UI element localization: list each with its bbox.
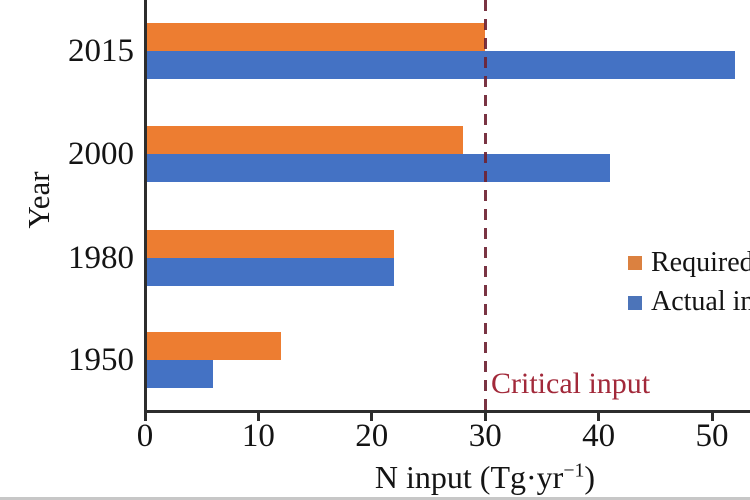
bar-actual-input-1980 [147, 257, 394, 286]
x-tick-label-20: 20 [355, 418, 389, 454]
bar-actual-input-1950 [147, 359, 213, 388]
legend-swatch-actual-input [628, 296, 642, 310]
x-axis-title-exponent: −1 [563, 459, 585, 482]
x-tick-50 [710, 411, 714, 421]
image-bottom-edge-artifact [0, 497, 750, 500]
bar-actual-input-2015 [147, 50, 735, 79]
x-tick-30 [483, 411, 487, 421]
bar-required-input-1950 [147, 331, 281, 360]
x-tick-label-30: 30 [468, 418, 502, 454]
x-tick-10 [256, 411, 260, 421]
x-tick-0 [143, 411, 147, 421]
x-axis-title-main: N input (Tg·yr [374, 459, 564, 495]
x-tick-20 [370, 411, 374, 421]
x-tick-label-0: 0 [136, 418, 154, 454]
critical-input-dashed-line [483, 0, 487, 411]
bar-required-input-1980 [147, 229, 394, 258]
bar-required-input-2000 [147, 125, 463, 154]
x-tick-label-40: 40 [582, 418, 616, 454]
bar-required-input-2015 [147, 22, 485, 51]
x-axis-title-close: ) [584, 459, 596, 495]
x-axis-title: N input (Tg·yr−1) [285, 456, 685, 498]
legend-swatch-required-input [628, 256, 642, 270]
x-tick-label-50: 50 [695, 418, 729, 454]
x-tick-label-10: 10 [241, 418, 275, 454]
bar-actual-input-2000 [147, 153, 610, 182]
critical-input-label: Critical input [491, 367, 651, 400]
y-axis-spine [144, 0, 147, 413]
legend-label-required-input: Required input [651, 247, 750, 278]
y-tick-label-1950: 1950 [68, 341, 134, 378]
y-tick-label-2000: 2000 [68, 135, 134, 172]
y-tick-label-1980: 1980 [68, 239, 134, 276]
x-tick-40 [597, 411, 601, 421]
legend-label-actual-input: Actual input [651, 286, 750, 317]
y-axis-title: Year [21, 171, 56, 229]
y-tick-label-2015: 2015 [68, 32, 134, 69]
x-axis-spine [144, 410, 750, 413]
